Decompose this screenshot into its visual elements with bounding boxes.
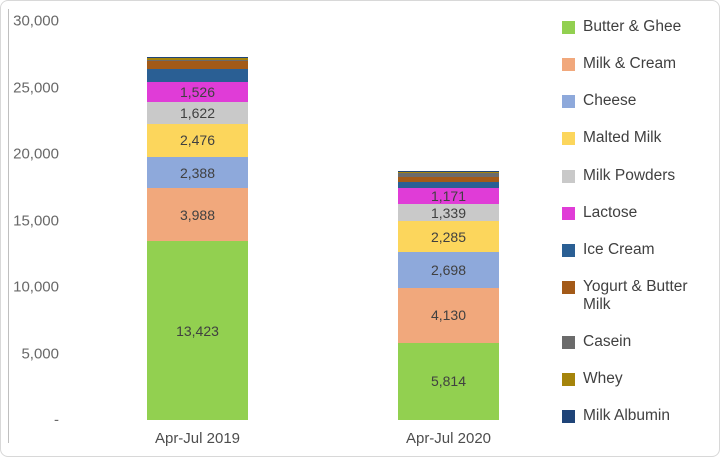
legend-swatch-milk-powders [562, 169, 575, 183]
legend-item-casein: Casein [562, 333, 713, 351]
segment-malted-milk-apr-jul-2019: 2,476 [147, 123, 248, 157]
segment-value-label: 1,526 [179, 84, 216, 101]
segment-value-label: 4,130 [430, 307, 467, 324]
segment-yogurt-butter-milk-apr-jul-2019 [147, 60, 248, 69]
legend-swatch-ice-cream [562, 243, 575, 257]
segment-malted-milk-apr-jul-2020: 2,285 [398, 221, 499, 252]
legend-item-label: Lactose [583, 203, 638, 221]
legend-item-milk-cream: Milk & Cream [562, 55, 713, 73]
segment-lactose-apr-jul-2020: 1,171 [398, 188, 499, 204]
segment-milk-cream-apr-jul-2020: 4,130 [398, 287, 499, 343]
legend-item-label: Milk Powders [583, 166, 676, 184]
legend-swatch-lactose [562, 206, 575, 220]
segment-cheese-apr-jul-2020: 2,698 [398, 251, 499, 288]
segment-milk-powders-apr-jul-2020: 1,339 [398, 203, 499, 222]
legend-swatch-casein [562, 336, 575, 350]
legend-swatch-milk-cream [562, 58, 575, 72]
legend-item-lactose: Lactose [562, 204, 713, 222]
legend-swatch-whey [562, 373, 575, 387]
legend-swatch-cheese [562, 95, 575, 109]
legend-item-yogurt-butter-milk: Yogurt & Butter Milk [562, 278, 713, 314]
segment-cheese-apr-jul-2019: 2,388 [147, 156, 248, 189]
legend-item-label: Malted Milk [583, 129, 662, 147]
segment-value-label: 2,388 [179, 164, 216, 181]
legend-item-milk-powders: Milk Powders [562, 167, 713, 185]
segment-ice-cream-apr-jul-2020 [398, 181, 499, 189]
legend-item-malted-milk: Malted Milk [562, 129, 713, 147]
y-tick-label: 30,000 [13, 12, 59, 30]
stacked-bar-apr-jul-2019: 13,423 3,988 2,388 2,476 1,622 1,526 [147, 56, 248, 420]
legend-item-milk-albumin: Milk Albumin [562, 407, 713, 425]
stacked-bar-apr-jul-2020: 5,814 4,130 2,698 2,285 1,339 1,171 [398, 171, 499, 420]
legend-item-ice-cream: Ice Cream [562, 241, 713, 259]
segment-whey-apr-jul-2019 [147, 57, 248, 60]
legend: Butter & Ghee Milk & Cream Cheese Malted Mi… [562, 18, 713, 426]
legend-swatch-milk-albumin [562, 410, 575, 424]
x-axis-label-apr-jul-2019: Apr-Jul 2019 [154, 430, 241, 447]
segment-value-label: 5,814 [430, 373, 467, 390]
legend-item-label: Casein [583, 333, 632, 351]
legend-item-whey: Whey [562, 370, 713, 388]
y-tick-label: - [54, 411, 59, 429]
legend-item-cheese: Cheese [562, 92, 713, 110]
y-axis-line [8, 9, 9, 443]
segment-whey-apr-jul-2020 [398, 171, 499, 173]
segment-milk-cream-apr-jul-2019: 3,988 [147, 188, 248, 242]
y-tick-label: 25,000 [13, 79, 59, 96]
segment-milk-albumin-apr-jul-2020 [398, 171, 499, 172]
segment-value-label: 1,171 [430, 187, 467, 204]
legend-swatch-malted-milk [562, 132, 575, 146]
segment-casein-apr-jul-2019 [147, 59, 248, 61]
legend-item-butter-ghee: Butter & Ghee [562, 18, 713, 36]
segment-value-label: 2,698 [430, 261, 467, 278]
segment-milk-albumin-apr-jul-2019 [147, 56, 248, 58]
segment-value-label: 13,423 [176, 322, 219, 339]
segment-value-label: 2,476 [179, 132, 216, 149]
segment-value-label: 2,285 [430, 228, 467, 245]
legend-item-label: Butter & Ghee [583, 18, 682, 35]
legend-item-label: Milk & Cream [583, 55, 677, 73]
y-tick-label: 15,000 [13, 212, 59, 229]
legend-item-label: Yogurt & Butter Milk [583, 277, 688, 313]
legend-item-label: Ice Cream [583, 240, 655, 258]
legend-item-label: Cheese [583, 92, 637, 110]
segment-casein-apr-jul-2020 [398, 172, 499, 177]
legend-item-label: Whey [583, 370, 623, 388]
segment-butter-ghee-apr-jul-2019: 13,423 [147, 241, 248, 420]
segment-butter-ghee-apr-jul-2020: 5,814 [398, 342, 499, 420]
y-tick-label: 10,000 [13, 278, 59, 296]
segment-value-label: 1,622 [179, 104, 216, 121]
x-axis-label-apr-jul-2020: Apr-Jul 2020 [405, 430, 492, 447]
legend-swatch-yogurt-butter-milk [562, 280, 575, 294]
segment-value-label: 3,988 [179, 206, 216, 223]
segment-value-label: 1,339 [430, 204, 467, 221]
legend-swatch-butter-ghee [562, 21, 575, 34]
legend-item-label: Milk Albumin [583, 407, 670, 425]
segment-ice-cream-apr-jul-2019 [147, 68, 248, 82]
segment-milk-powders-apr-jul-2019: 1,622 [147, 102, 248, 124]
y-tick-label: 20,000 [13, 145, 59, 163]
y-tick-label: 5,000 [21, 345, 59, 362]
segment-yogurt-butter-milk-apr-jul-2020 [398, 176, 499, 182]
segment-lactose-apr-jul-2019: 1,526 [147, 81, 248, 103]
